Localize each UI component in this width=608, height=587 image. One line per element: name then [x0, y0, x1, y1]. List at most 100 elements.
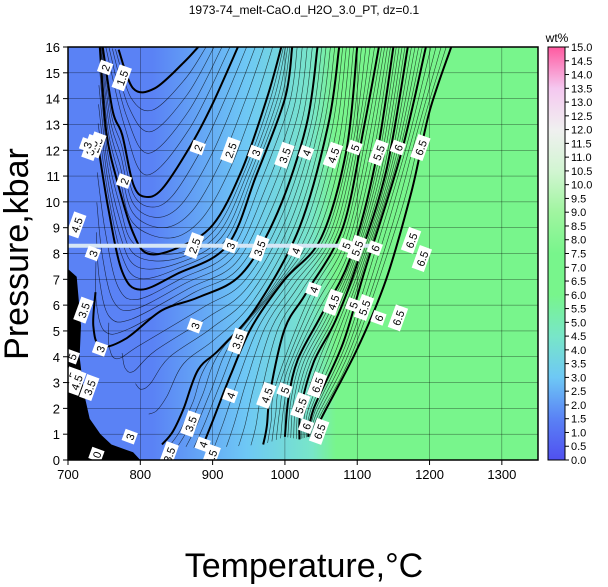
contour-label-text: 4.5 — [326, 147, 343, 165]
contour-label-bg — [88, 446, 105, 460]
y-tick-label: 10 — [46, 195, 60, 210]
y-tick-label: 16 — [46, 40, 60, 55]
contour-label: 2 — [189, 139, 206, 156]
contour-label: 3 — [78, 137, 96, 153]
contour-label-bg — [121, 428, 138, 445]
x-tick-label: 1000 — [270, 467, 299, 482]
contour-label-text: 4 — [290, 246, 303, 256]
contour-labels: 1.52222.533.544.555.566.52.53.534.52.533… — [68, 59, 433, 464]
contour-label: 3.5 — [79, 374, 100, 402]
y-tick-label: 12 — [46, 143, 60, 158]
contour-label: 6 — [366, 240, 383, 256]
contour-label-bg — [222, 237, 239, 254]
contour-line-3 — [96, 47, 294, 291]
thin-contour-line — [101, 47, 247, 208]
contour-line-6 — [307, 47, 427, 437]
contour-label-bg — [68, 348, 80, 365]
contour-label-text: 6 — [301, 422, 314, 432]
contour-label-bg — [305, 281, 322, 298]
contour-label-text: 3 — [190, 321, 203, 331]
thin-contour-line — [95, 47, 313, 335]
y-tick-label: 0 — [53, 453, 60, 468]
contour-label-text: 5.5 — [293, 397, 310, 415]
colorbar-tick-label: 5.0 — [571, 317, 586, 329]
colorbar-tick-label: 1.5 — [571, 414, 586, 426]
contour-label: 3 — [247, 144, 264, 161]
colorbar-tick-label: 3.5 — [571, 359, 586, 371]
colorbar-tick-label: 12.0 — [571, 125, 592, 137]
contour-label-text: 1.5 — [115, 69, 132, 87]
colorbar-tick-label: 4.0 — [571, 345, 586, 357]
thin-contour-line — [226, 47, 367, 447]
contour-label-text: 3.5 — [162, 446, 179, 464]
colorbar-tick-label: 1.0 — [571, 427, 586, 439]
contour-line-3-5 — [161, 47, 341, 446]
thin-contour-line — [108, 47, 323, 360]
colorbar-tick-label: 13.5 — [571, 83, 592, 95]
contour-label: 5.5 — [290, 392, 311, 420]
contour-line-2-5 — [98, 47, 283, 256]
thin-contours — [95, 47, 447, 448]
low-temperature-black-region — [68, 269, 141, 460]
contour-label: 6.5 — [308, 417, 330, 445]
contour-label-text: 4 — [308, 285, 321, 295]
thin-contour-line — [96, 47, 298, 300]
contour-label-bg — [346, 139, 363, 156]
contour-label: 6.5 — [400, 226, 422, 254]
thin-contour-line — [96, 47, 308, 323]
y-axis-label: Pressure,kbar — [0, 148, 36, 360]
colorbar-tick-label: 8.0 — [571, 235, 586, 247]
colorbar-title: wt% — [545, 31, 569, 45]
contour-label-text: 2.5 — [187, 237, 204, 255]
contour-label: 5 — [68, 348, 80, 365]
contour-label-bg — [247, 144, 264, 161]
thin-contour-line — [97, 47, 291, 280]
contour-label: 3 — [84, 245, 101, 262]
colorbar-tick-label: 10.5 — [571, 166, 592, 178]
contour-label-text: 6.5 — [404, 232, 421, 250]
contour-label-text: 6.5 — [415, 250, 432, 268]
y-tick-label: 1 — [53, 427, 60, 442]
contour-label-bg — [322, 141, 344, 169]
contour-label-text: 4.5 — [69, 216, 86, 234]
contour-label-text: 0 — [91, 450, 104, 460]
contour-label: 5.5 — [346, 234, 367, 262]
contour-label: 4.5 — [68, 211, 87, 239]
contour-label: 4.5 — [322, 141, 344, 169]
contour-label-text: 4.5 — [259, 387, 276, 405]
contour-label-bg — [346, 234, 367, 262]
contour-label: 4 — [222, 387, 239, 404]
colorbar-tick-label: 14.0 — [571, 70, 592, 82]
contour-label-text: 4 — [225, 391, 238, 401]
chart-title: 1973-74_melt-CaO.d_H2O_3.0_PT, dz=0.1 — [189, 3, 420, 17]
contour-label-bg — [158, 441, 179, 460]
x-tick-label: 800 — [129, 467, 151, 482]
colorbar-tick-label: 10.0 — [571, 180, 592, 192]
colorbar-tick-label: 2.5 — [571, 386, 586, 398]
contour-label: 4 — [194, 436, 211, 453]
thin-contour-line — [312, 47, 447, 437]
contour-label: 3.5 — [180, 410, 201, 438]
contour-line-4-5 — [262, 47, 380, 445]
contour-label: 1.5 — [111, 64, 132, 92]
contour-label-bg — [353, 294, 375, 322]
colorbar-tick-label: 9.5 — [571, 193, 586, 205]
contour-label: 5.5 — [368, 139, 389, 167]
contour-label-bg — [78, 137, 96, 153]
contour-label-text: 3.5 — [77, 301, 94, 319]
contour-label-text: 3 — [88, 249, 101, 259]
contour-label-bg — [276, 382, 293, 398]
contour-label: 6 — [297, 418, 315, 435]
contour-label: 5 — [276, 382, 293, 398]
contour-label: 4.5 — [200, 443, 221, 460]
thin-contour-line — [108, 47, 223, 154]
thin-contour-line — [121, 47, 327, 373]
x-tick-label: 700 — [57, 467, 79, 482]
contour-label-text: 2 — [192, 143, 205, 153]
contour-label-bg — [111, 64, 132, 92]
thin-contour-line — [148, 47, 336, 415]
contour-label-bg — [368, 139, 389, 167]
contour-label: 3.5 — [227, 327, 248, 355]
x-axis-label: Temperature,°C — [185, 547, 423, 585]
